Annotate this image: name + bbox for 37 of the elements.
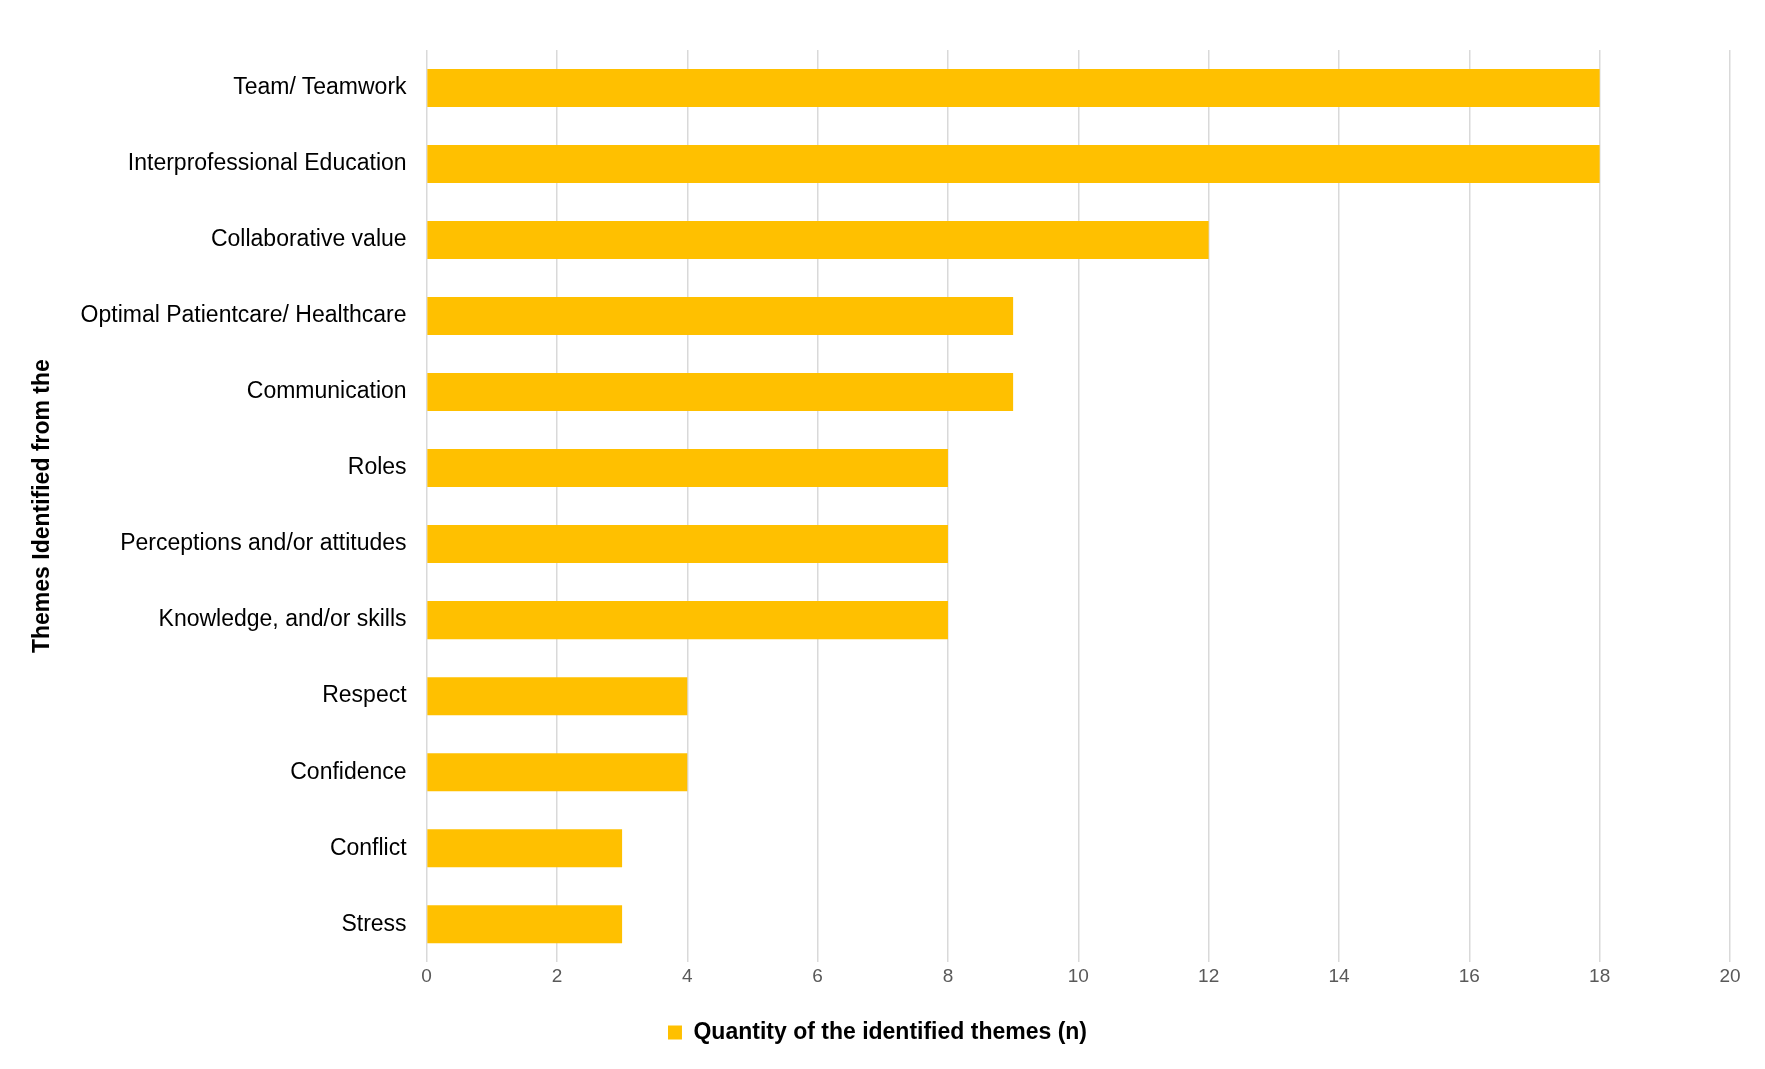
x-tick-label: 12 — [1198, 964, 1220, 986]
bar — [427, 601, 948, 640]
x-tick-label: 4 — [681, 964, 693, 986]
bar — [427, 373, 1014, 412]
x-tick-label: 16 — [1458, 964, 1480, 986]
x-tick-label: 0 — [421, 964, 432, 986]
bar — [427, 449, 948, 488]
bar — [427, 221, 1209, 260]
y-tick-label: Perceptions and/or attitudes — [120, 529, 407, 556]
y-tick-label: Roles — [347, 453, 407, 480]
x-tick-label: 6 — [812, 964, 823, 986]
bar — [427, 525, 948, 564]
y-axis-title: Themes Identified from the — [28, 359, 55, 654]
bar — [427, 905, 623, 944]
y-tick-label: Team/ Teamwork — [233, 73, 408, 100]
y-tick-label: Interprofessional Education — [127, 149, 407, 176]
x-tick-label: 18 — [1589, 964, 1611, 986]
y-tick-label: Optimal Patientcare/ Healthcare — [80, 301, 407, 328]
x-tick-label: 20 — [1719, 964, 1741, 986]
x-tick-label: 10 — [1067, 964, 1089, 986]
bar — [427, 677, 688, 716]
y-tick-label: Confidence — [290, 757, 407, 784]
y-tick-label: Conflict — [329, 833, 408, 860]
x-tick-label: 8 — [942, 964, 954, 986]
bar — [427, 69, 1600, 108]
x-tick-label: 14 — [1328, 964, 1350, 986]
y-tick-label: Collaborative value — [210, 225, 407, 252]
bar — [427, 145, 1600, 184]
bar — [427, 829, 623, 868]
y-tick-label: Stress — [341, 909, 407, 936]
y-tick-label: Knowledge, and/or skills — [158, 605, 407, 632]
y-tick-label: Respect — [322, 681, 408, 708]
bar — [427, 753, 688, 792]
x-tick-label: 2 — [551, 964, 563, 986]
bar — [427, 297, 1014, 336]
y-tick-label: Communication — [246, 377, 407, 404]
legend-label: Quantity of the identified themes (n) — [693, 1017, 1088, 1044]
